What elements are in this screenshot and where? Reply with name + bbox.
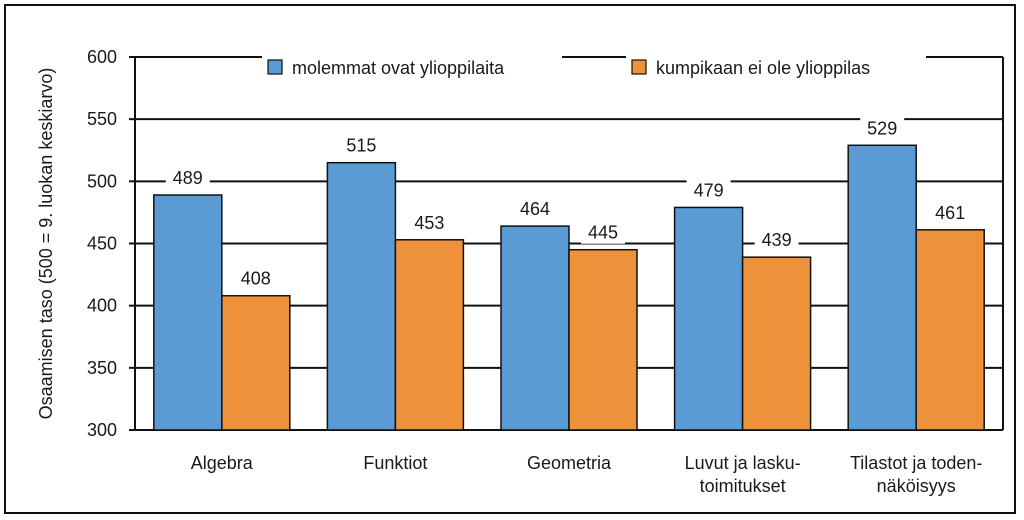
data-label-background (165, 165, 210, 190)
bars (153, 144, 985, 431)
legend-swatch (267, 59, 283, 75)
x-category-label: toimitukset (700, 476, 786, 496)
x-category-label: Funktiot (363, 453, 427, 473)
data-label: 445 (588, 223, 618, 243)
y-tick-label: 400 (87, 296, 117, 316)
data-label: 479 (694, 180, 724, 200)
bar (915, 229, 985, 431)
data-label: 453 (414, 213, 444, 233)
data-label-background (339, 132, 384, 157)
data-label-background (754, 227, 799, 252)
y-axis-title: Osaamisen taso (500 = 9. luokan keskiarv… (36, 68, 56, 420)
data-label-background (686, 177, 731, 202)
legend-swatch (631, 59, 647, 75)
y-tick-label: 450 (87, 234, 117, 254)
data-label-background (513, 196, 557, 221)
x-category-label: näköisyys (877, 476, 956, 496)
data-label-background (233, 265, 278, 290)
bar (847, 144, 917, 431)
y-tick-label: 600 (87, 47, 117, 67)
data-label: 489 (173, 168, 203, 188)
y-axis-title: Osaamisen taso (500 = 9. luokan keskiarv… (36, 68, 56, 420)
data-label: 408 (241, 269, 271, 289)
y-tick-label: 500 (87, 171, 117, 191)
data-label: 529 (867, 118, 897, 138)
y-axis-ticks: 300 350 400 450 500 550 600 (87, 47, 117, 440)
data-label-background (860, 115, 905, 140)
x-category-label: Tilastot ja toden- (850, 453, 982, 473)
legend-background (626, 53, 926, 83)
y-tick-label: 550 (87, 109, 117, 129)
data-label: 439 (762, 230, 792, 250)
bar (568, 248, 638, 431)
data-labels: 489 408 515 453 464 445 479 439 529 461 (165, 115, 973, 290)
y-tick-label: 350 (87, 358, 117, 378)
data-label-background (581, 219, 625, 244)
legend-background (262, 53, 562, 83)
bar (500, 225, 570, 431)
data-label: 461 (935, 203, 965, 223)
data-label: 515 (346, 136, 376, 156)
legend-label: molemmat ovat ylioppilaita (292, 58, 505, 78)
bar (153, 194, 223, 431)
bar (221, 294, 291, 431)
bar (673, 206, 744, 431)
data-label-background (928, 199, 973, 224)
bar (326, 161, 397, 431)
x-category-label: Geometria (527, 453, 612, 473)
legend: molemmat ovat ylioppilaita kumpikaan ei o… (262, 53, 926, 83)
bar (741, 256, 812, 431)
x-category-label: Luvut ja lasku- (685, 453, 801, 473)
x-category-label: Algebra (191, 453, 254, 473)
legend-label: kumpikaan ei ole ylioppilas (656, 58, 870, 78)
x-axis-categories: Algebra Funktiot Geometria Luvut ja lasku-t… (191, 453, 983, 496)
y-tick-label: 300 (87, 420, 117, 440)
data-label-background (407, 209, 452, 234)
data-label: 464 (520, 199, 550, 219)
bar (394, 239, 465, 431)
